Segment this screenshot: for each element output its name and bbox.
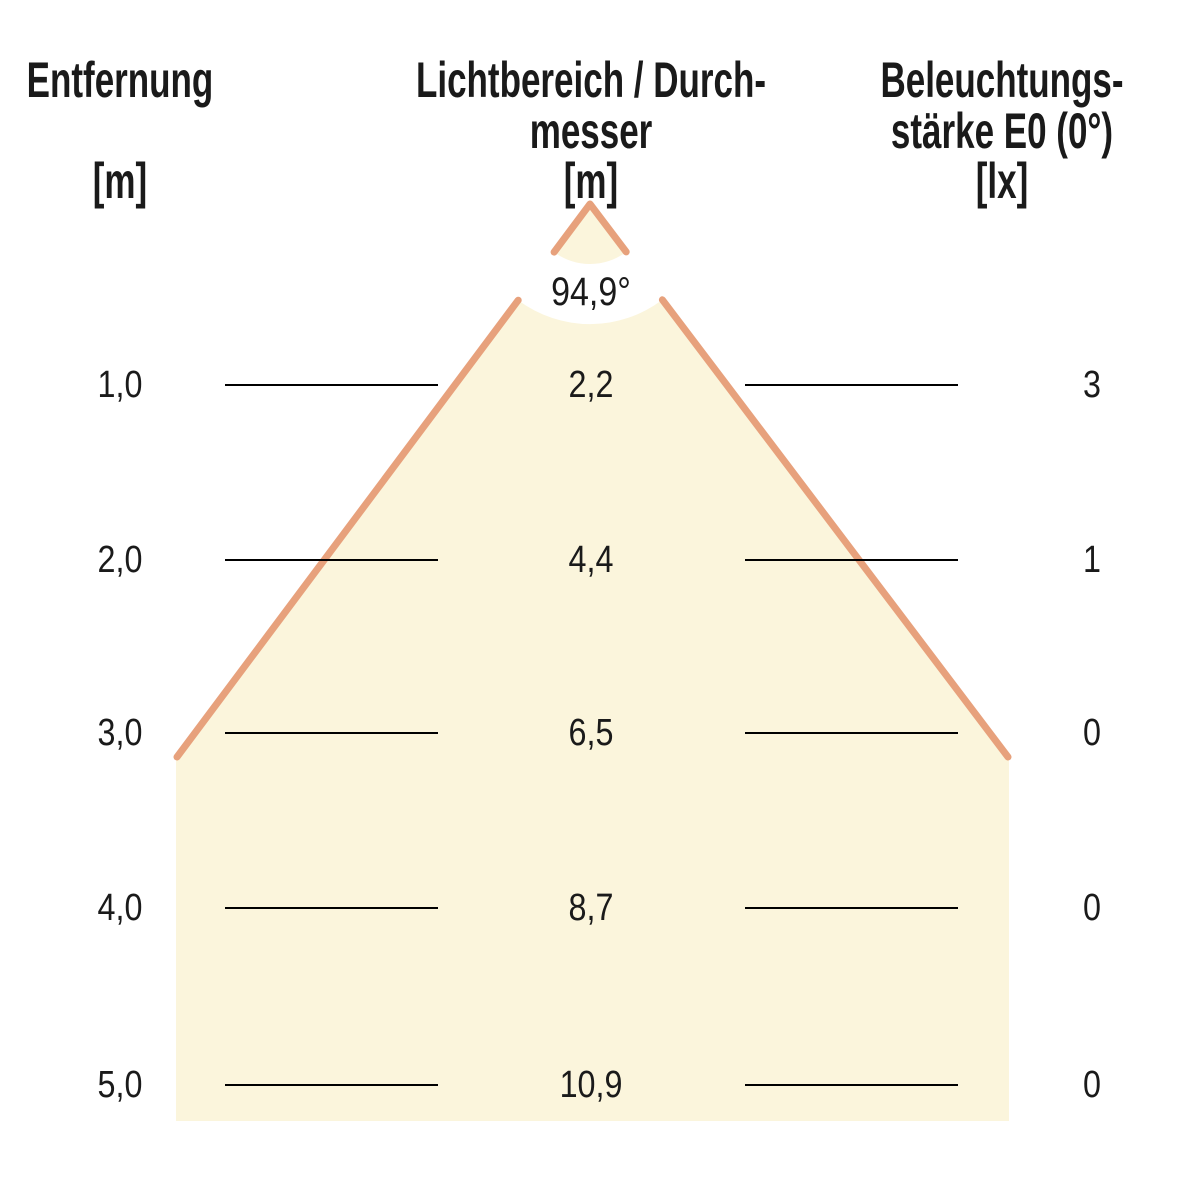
beam-cone-apex bbox=[554, 204, 627, 265]
illuminance-value: 1 bbox=[1083, 539, 1101, 581]
column-header-distance: Entfernung bbox=[26, 52, 214, 108]
distance-value: 1,0 bbox=[97, 364, 143, 406]
column-header-illuminance-line1: Beleuchtungs- bbox=[880, 52, 1124, 108]
column-unit-illuminance: [lx] bbox=[975, 153, 1029, 209]
column-header-diameter-line1: Lichtbereich / Durch- bbox=[415, 52, 767, 108]
diameter-value: 4,4 bbox=[568, 539, 614, 581]
diameter-value: 10,9 bbox=[559, 1064, 623, 1106]
beam-right-edge bbox=[658, 296, 1012, 761]
illuminance-value: 0 bbox=[1083, 887, 1101, 929]
column-unit-diameter: [m] bbox=[563, 153, 619, 209]
illuminance-value: 0 bbox=[1083, 1064, 1101, 1106]
illuminance-value: 3 bbox=[1083, 364, 1101, 406]
beam-angle-label: 94,9° bbox=[551, 270, 631, 314]
column-header-diameter-line2: messer bbox=[529, 103, 653, 159]
distance-value: 5,0 bbox=[97, 1064, 143, 1106]
diameter-value: 8,7 bbox=[568, 887, 614, 929]
distance-value: 2,0 bbox=[97, 539, 143, 581]
diameter-value: 6,5 bbox=[568, 712, 614, 754]
distance-value: 3,0 bbox=[97, 712, 143, 754]
illuminance-value: 0 bbox=[1083, 712, 1101, 754]
diameter-value: 2,2 bbox=[568, 364, 614, 406]
column-header-illuminance-line2: stärke E0 (0°) bbox=[890, 103, 1114, 159]
distance-value: 4,0 bbox=[97, 887, 143, 929]
beam-apex-edges bbox=[550, 200, 630, 256]
beam-cone-body bbox=[176, 299, 1009, 1121]
beam-left-edge bbox=[173, 296, 522, 761]
column-unit-distance: [m] bbox=[92, 153, 148, 209]
